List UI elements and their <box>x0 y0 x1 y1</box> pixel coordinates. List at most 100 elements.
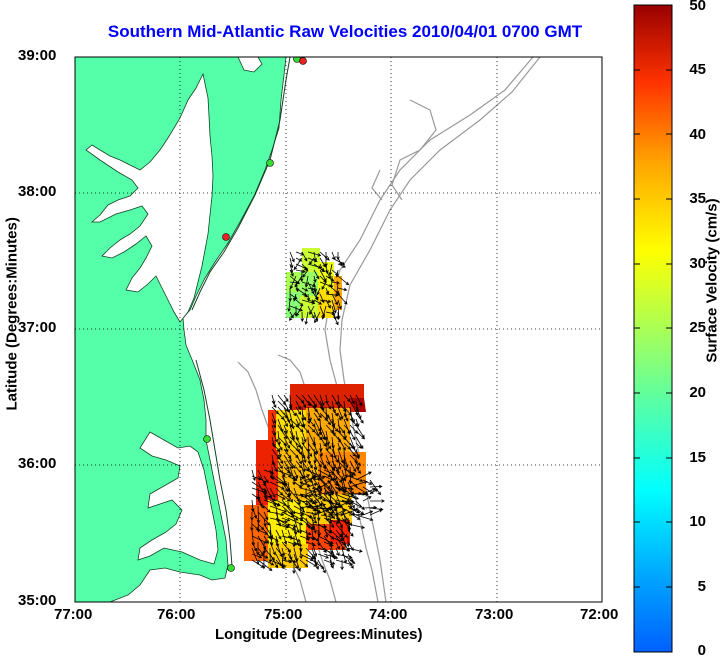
velocity-arrow <box>251 523 260 531</box>
velocity-arrow <box>335 269 340 278</box>
velocity-arrow <box>263 475 269 484</box>
x-tick-label: 74:00 <box>369 606 408 623</box>
velocity-arrow <box>313 507 334 516</box>
velocity-arrow <box>283 430 292 445</box>
velocity-arrow <box>301 442 313 457</box>
velocity-arrow <box>362 487 376 495</box>
colorbar <box>633 4 673 653</box>
velocity-arrow <box>335 559 354 566</box>
velocity-arrow <box>263 559 275 566</box>
velocity-arrow <box>277 454 284 465</box>
station-marker <box>266 159 274 167</box>
velocity-arrow <box>349 418 358 427</box>
colorbar-tick-label: 40 <box>689 126 706 143</box>
colorbar-tick-label: 35 <box>689 190 706 207</box>
colorbar-tick-label: 45 <box>689 61 706 78</box>
velocity-arrow <box>319 448 323 457</box>
velocity-arrow <box>301 412 307 421</box>
velocity-arrow <box>306 482 318 488</box>
velocity-arrow <box>306 293 311 302</box>
velocity-arrow <box>299 493 313 498</box>
velocity-arrow <box>313 486 322 493</box>
velocity-arrow <box>319 299 332 304</box>
velocity-arrow <box>319 436 327 447</box>
velocity-arrow <box>328 263 333 276</box>
velocity-arrow <box>275 487 284 496</box>
velocity-arrow <box>341 486 355 491</box>
y-tick-label: 36:00 <box>18 455 57 472</box>
velocity-arrow <box>295 269 306 274</box>
velocity-arrow <box>323 523 329 539</box>
velocity-arrow <box>343 412 349 422</box>
velocity-arrow <box>281 523 296 531</box>
velocity-arrow <box>311 541 318 557</box>
velocity-arrow <box>271 430 278 443</box>
velocity-arrow <box>311 511 316 521</box>
velocity-arrow <box>369 484 383 489</box>
velocity-arrow <box>331 418 336 437</box>
velocity-arrow <box>313 412 321 422</box>
velocity-arrow <box>295 424 304 433</box>
velocity-arrow <box>320 480 332 488</box>
velocity-arrow <box>323 517 340 524</box>
velocity-arrow <box>307 299 316 303</box>
velocity-arrow <box>302 269 309 278</box>
velocity-arrow <box>319 430 325 441</box>
velocity-arrow <box>337 412 342 421</box>
velocity-arrow <box>299 476 316 488</box>
velocity-arrow <box>334 509 347 516</box>
velocity-arrow <box>325 448 334 458</box>
velocity-arrow <box>263 505 271 513</box>
grid-lines <box>75 57 602 602</box>
velocity-arrow <box>283 448 292 460</box>
velocity-arrow <box>346 535 350 548</box>
velocity-arrow <box>324 251 328 260</box>
velocity-arrow <box>269 517 288 524</box>
velocity-arrow <box>319 394 325 407</box>
velocity-arrow <box>311 481 318 498</box>
velocity-arrow <box>306 503 327 509</box>
velocity-arrow <box>277 442 283 451</box>
velocity-arrow <box>349 430 356 441</box>
velocity-arrow <box>316 287 321 296</box>
velocity-arrow <box>293 293 297 302</box>
chesapeake-bay <box>85 72 214 323</box>
velocity-arrow <box>327 500 337 512</box>
velocity-arrow <box>275 529 282 540</box>
velocity-arrow <box>313 299 323 305</box>
velocity-arrow <box>283 454 294 470</box>
velocity-arrow <box>295 406 302 416</box>
velocity-arrow <box>271 424 277 437</box>
colorbar-ticks <box>634 69 672 588</box>
velocity-arrow <box>289 460 296 469</box>
velocity-arrow <box>349 424 359 434</box>
velocity-arrow <box>293 257 303 271</box>
x-axis-label: Longitude (Degrees:Minutes) <box>215 626 423 643</box>
velocity-arrow <box>277 424 288 440</box>
velocity-arrow <box>313 454 322 468</box>
velocity-arrow <box>307 460 313 469</box>
velocity-arrow <box>293 553 301 572</box>
velocity-arrow <box>341 493 360 500</box>
velocity-arrow <box>325 430 330 446</box>
velocity-arrow <box>271 412 277 425</box>
velocity-arrow <box>299 474 311 481</box>
velocity-arrow <box>337 400 347 413</box>
velocity-arrow <box>275 547 287 561</box>
velocity-arrow <box>331 448 339 464</box>
velocity-arrow <box>275 559 285 570</box>
delaware-bay <box>237 57 263 73</box>
velocity-arrow <box>341 508 358 516</box>
velocity-arrow <box>309 305 315 316</box>
velocity-arrow <box>306 486 322 495</box>
velocity-arrow <box>337 257 343 266</box>
velocity-arrow <box>281 547 286 557</box>
velocity-arrow <box>251 505 258 519</box>
velocity-arrow <box>347 475 364 482</box>
velocity-arrow <box>347 493 355 509</box>
velocity-arrow <box>347 547 363 553</box>
velocity-arrow <box>251 541 258 552</box>
velocity-arrow <box>287 541 298 546</box>
velocity-arrow <box>331 394 339 406</box>
velocity-arrow <box>301 418 306 428</box>
